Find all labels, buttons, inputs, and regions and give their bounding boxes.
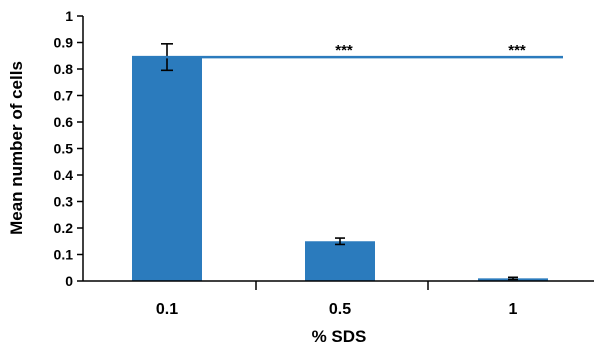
significance-markers: *** *** — [132, 42, 563, 59]
x-axis-ticks: 0.1 0.5 1 — [156, 281, 518, 318]
bar — [305, 241, 375, 281]
y-tick-label: 0.7 — [54, 88, 74, 104]
y-axis-ticks: 0 0.1 0.2 0.3 0.4 0.5 0.6 0.7 0.8 0.9 1 — [54, 8, 83, 289]
y-axis-title: Mean number of cells — [7, 61, 26, 235]
significance-stars: *** — [508, 42, 526, 59]
y-tick-label: 0.6 — [54, 114, 74, 130]
x-tick-label: 0.1 — [156, 301, 178, 318]
x-tick-label: 0.5 — [329, 301, 351, 318]
x-tick-label: 1 — [509, 301, 518, 318]
error-bars — [161, 43, 518, 281]
y-tick-label: 0.2 — [54, 220, 74, 236]
error-bar — [335, 237, 345, 246]
y-tick-label: 0.9 — [54, 35, 74, 51]
x-axis-title: % SDS — [312, 327, 367, 346]
bars — [132, 57, 548, 282]
bar — [132, 57, 202, 282]
y-tick-label: 1 — [65, 8, 73, 24]
y-tick-label: 0.5 — [54, 141, 74, 157]
y-tick-label: 0.1 — [54, 247, 74, 263]
error-bar — [508, 276, 518, 281]
y-tick-label: 0.4 — [54, 167, 74, 183]
y-tick-label: 0.8 — [54, 61, 74, 77]
significance-stars: *** — [335, 42, 353, 59]
y-tick-label: 0 — [65, 273, 73, 289]
y-tick-label: 0.3 — [54, 194, 74, 210]
